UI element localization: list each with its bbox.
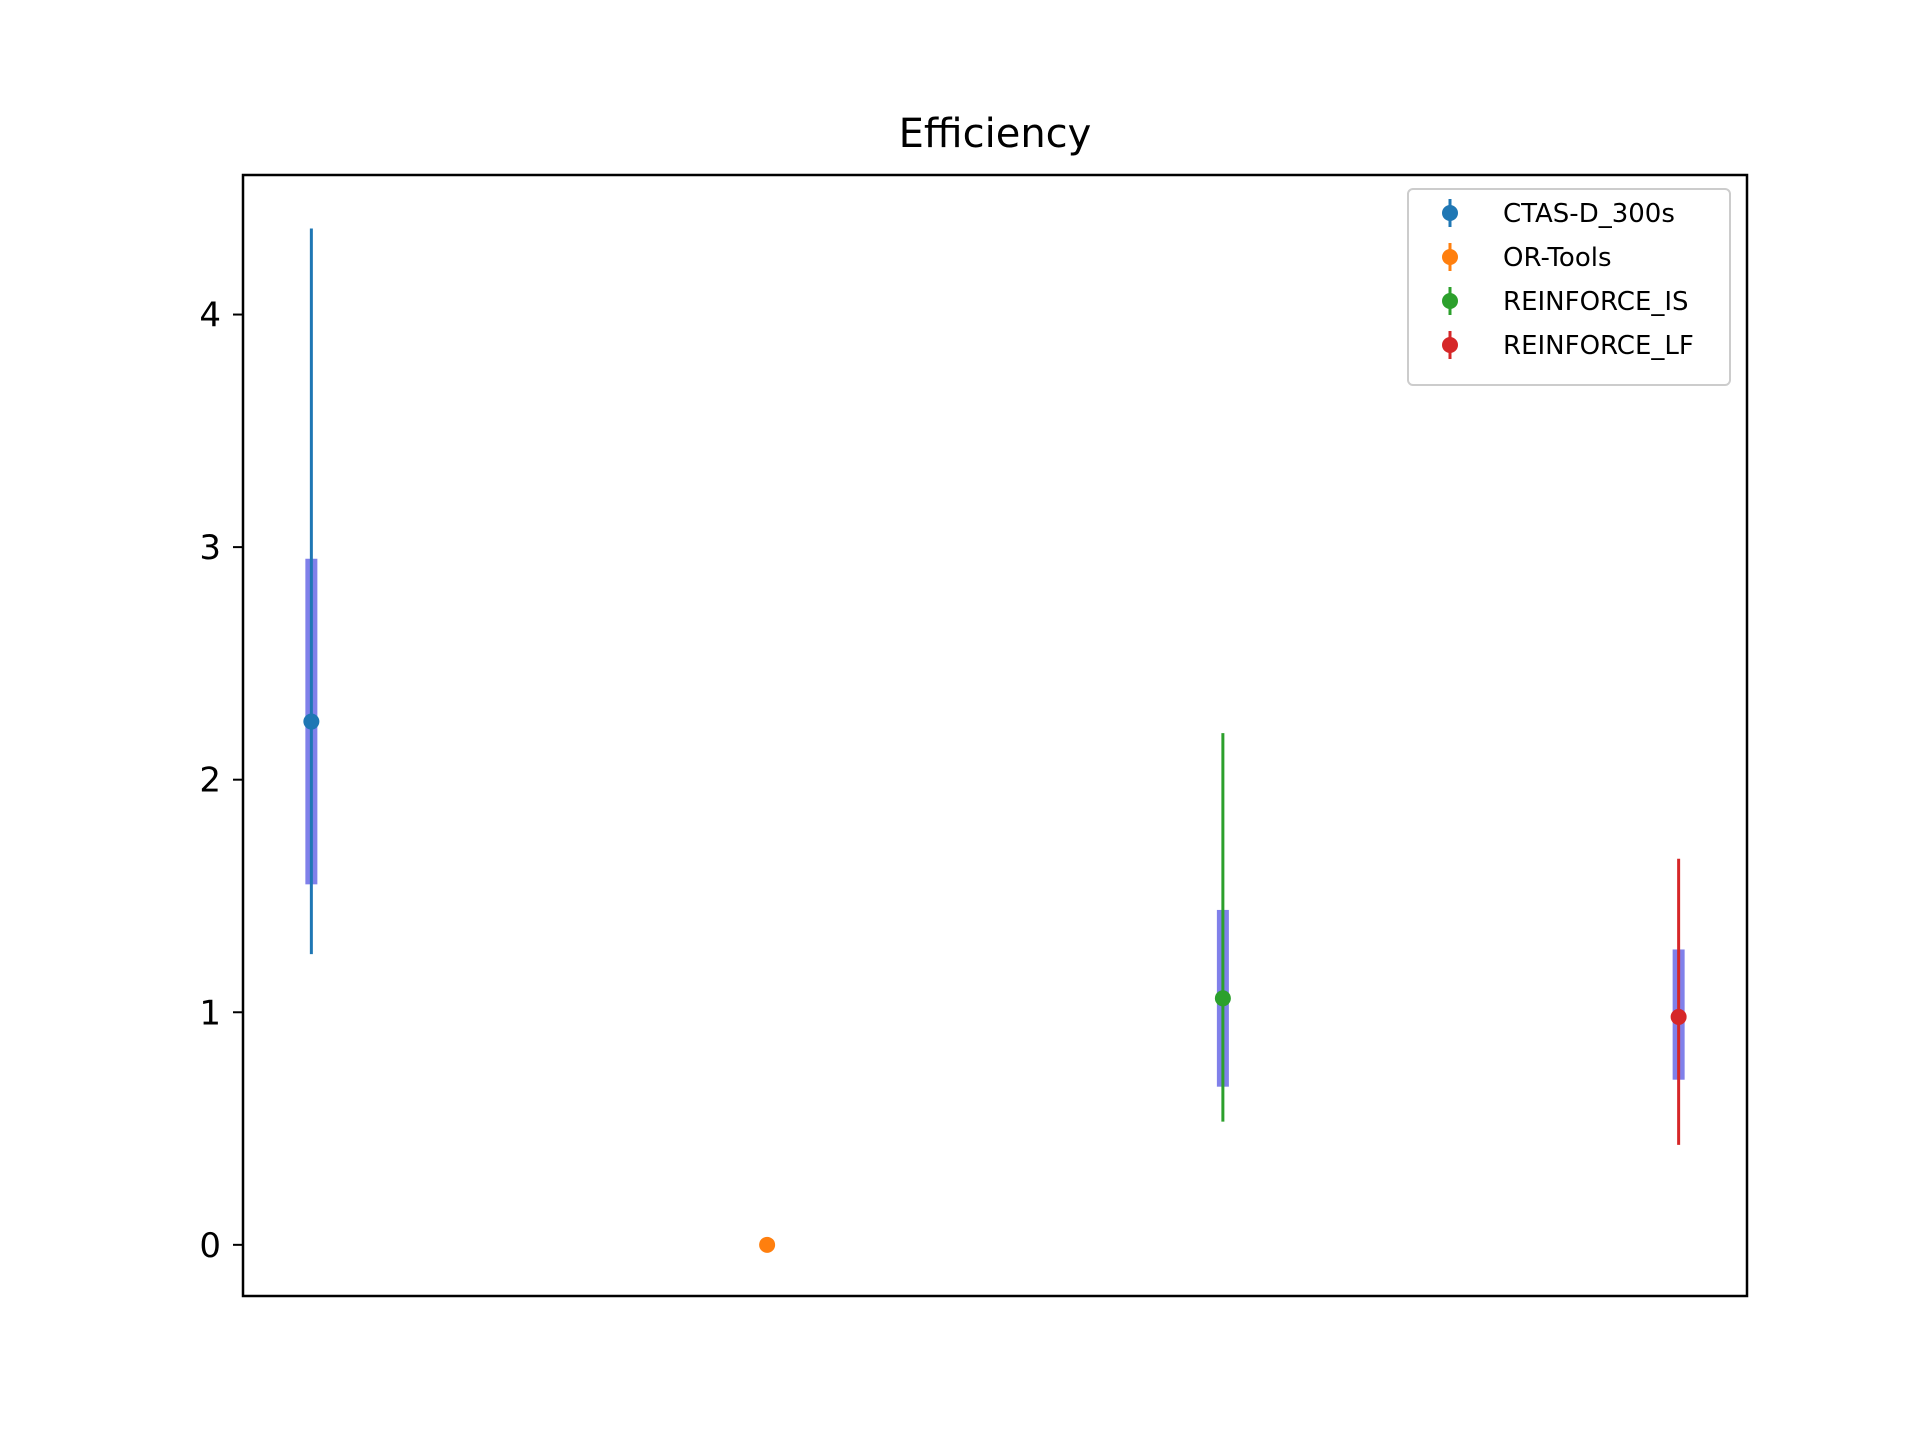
y-tick-label: 0 bbox=[199, 1226, 221, 1266]
legend-marker-OR-Tools bbox=[1442, 249, 1458, 265]
legend-box bbox=[1407, 188, 1731, 386]
y-axis: 0 1 2 3 4 bbox=[199, 296, 243, 1266]
y-tick-label: 2 bbox=[199, 761, 221, 801]
legend: CTAS-D_300s OR-Tools REINFORCE_IS REINFORCE… bbox=[1407, 188, 1731, 386]
legend-label-OR-Tools: OR-Tools bbox=[1503, 243, 1612, 273]
legend-marker-REINFORCE_LF bbox=[1442, 337, 1458, 353]
plot-frame bbox=[241, 173, 1749, 1298]
legend-label-CTAS-D_300s: CTAS-D_300s bbox=[1503, 199, 1675, 229]
legend-marker-CTAS-D_300s bbox=[1442, 205, 1458, 221]
y-tick-label: 1 bbox=[199, 993, 221, 1033]
y-tick-label: 4 bbox=[199, 296, 221, 336]
legend-marker-REINFORCE_IS bbox=[1442, 293, 1458, 309]
chart-title: Efficiency bbox=[899, 111, 1092, 157]
data-point-CTAS-D_300s bbox=[303, 713, 320, 730]
plot-area bbox=[303, 228, 1687, 1253]
y-tick-label: 3 bbox=[199, 528, 221, 568]
data-point-OR-Tools bbox=[759, 1236, 776, 1253]
legend-label-REINFORCE_IS: REINFORCE_IS bbox=[1503, 287, 1689, 317]
data-point-REINFORCE_IS bbox=[1214, 990, 1231, 1007]
legend-label-REINFORCE_LF: REINFORCE_LF bbox=[1503, 331, 1694, 361]
data-point-REINFORCE_LF bbox=[1670, 1008, 1687, 1025]
